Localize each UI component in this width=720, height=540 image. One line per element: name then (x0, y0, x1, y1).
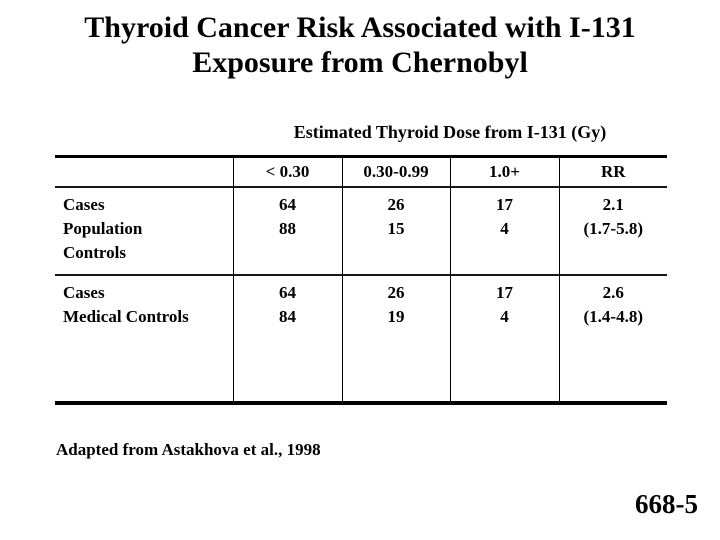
cell-value: 26 (341, 274, 450, 305)
cell-value: 4 (449, 304, 559, 403)
column-header: < 0.30 (232, 156, 342, 187)
cell-value: 4 (449, 216, 559, 275)
slide-title-line-1: Thyroid Cancer Risk Associated with I-13… (84, 11, 636, 44)
cell-value: 15 (341, 216, 450, 275)
table-row: Cases 64 26 17 2.6 (55, 274, 667, 305)
table-row: Population Controls 88 15 4 (1.7-5.8) (55, 216, 667, 275)
cell-value: 84 (232, 304, 342, 403)
row-label: Medical Controls (63, 306, 189, 326)
cell-value: 2.6 (558, 274, 667, 305)
row-label: Cases (63, 282, 105, 302)
slide-title-line-2: Exposure from Chernobyl (192, 46, 528, 79)
cell-value: 2.1 (558, 186, 667, 217)
column-header: 1.0+ (449, 156, 559, 187)
footnote: Adapted from Astakhova et al., 1998 (56, 440, 321, 459)
cell-value: 64 (232, 274, 342, 305)
cell-value: (1.7-5.8) (558, 216, 667, 275)
table-caption: Estimated Thyroid Dose from I-131 (Gy) (293, 122, 607, 142)
corner-cell (55, 157, 233, 187)
slide-title: Thyroid Cancer Risk Associated with I-13… (0, 10, 720, 80)
row-label: Population Controls (63, 218, 143, 262)
dose-table: < 0.30 0.30-0.99 1.0+ RR Cases 64 26 17 … (55, 155, 667, 405)
column-header: RR (558, 156, 667, 187)
cell-value: 88 (232, 216, 342, 275)
cell-value: 26 (341, 186, 450, 217)
slide-number: 668-5 (635, 489, 698, 519)
cell-value: 64 (232, 186, 342, 217)
cell-value: (1.4-4.8) (558, 304, 667, 403)
row-label: Cases (63, 194, 105, 214)
cell-value: 19 (341, 304, 450, 403)
cell-value: 17 (449, 274, 559, 305)
table-row: Medical Controls 84 19 4 (1.4-4.8) (55, 304, 667, 403)
column-header: 0.30-0.99 (341, 156, 450, 187)
cell-value: 17 (449, 186, 559, 217)
table-row: Cases 64 26 17 2.1 (55, 186, 667, 217)
header-row: < 0.30 0.30-0.99 1.0+ RR (55, 156, 667, 187)
